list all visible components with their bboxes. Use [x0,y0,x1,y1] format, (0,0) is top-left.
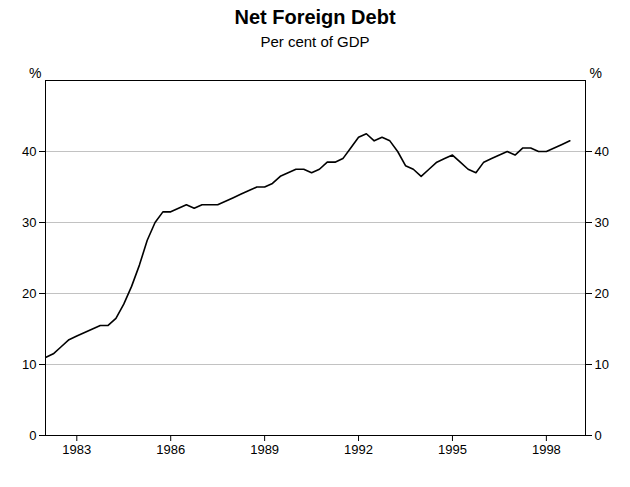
svg-text:30: 30 [595,215,609,230]
svg-text:10: 10 [595,357,609,372]
svg-text:40: 40 [22,144,36,159]
svg-text:0: 0 [29,428,36,443]
svg-text:0: 0 [595,428,602,443]
svg-text:1992: 1992 [344,442,373,457]
svg-text:1998: 1998 [532,442,561,457]
html-text:Net Foreign Debt: Net Foreign Debt [234,6,396,28]
svg-text:30: 30 [22,215,36,230]
svg-text:10: 10 [22,357,36,372]
html-text:Per cent of GDP: Per cent of GDP [260,33,370,50]
svg-text:1986: 1986 [156,442,185,457]
svg-text:%: % [590,65,602,81]
svg-text:20: 20 [22,286,36,301]
svg-text:40: 40 [595,144,609,159]
svg-text:20: 20 [595,286,609,301]
svg-text:1983: 1983 [62,442,91,457]
svg-text:1995: 1995 [438,442,467,457]
svg-text:%: % [29,65,41,81]
svg-text:1989: 1989 [250,442,279,457]
